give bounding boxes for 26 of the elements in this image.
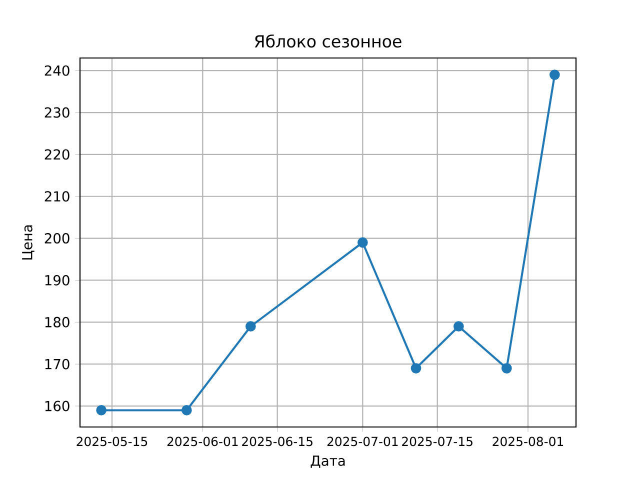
point — [96, 405, 107, 416]
y-tick-label: 200 — [44, 233, 70, 244]
y-tick-label: 230 — [44, 107, 70, 118]
point — [181, 405, 192, 416]
chart-title: Яблоко сезонное — [254, 34, 402, 48]
y-tick-label: 220 — [44, 149, 70, 160]
point — [357, 237, 368, 248]
x-tick-label: 2025-07-01 — [327, 436, 398, 446]
y-tick-label: 210 — [44, 191, 70, 202]
point — [245, 321, 256, 332]
x-axis-title: Дата — [310, 456, 345, 468]
point — [453, 321, 464, 332]
x-tick-label: 2025-07-15 — [402, 436, 472, 446]
y-axis-title: Цена — [22, 225, 34, 260]
point — [549, 70, 560, 80]
x-tick-label: 2025-05-15 — [76, 436, 148, 446]
y-tick-label: 240 — [44, 65, 70, 76]
point — [410, 363, 422, 374]
x-tick-label: 2025-06-01 — [167, 436, 238, 446]
y-tick-label: 180 — [45, 316, 70, 328]
y-tick-label: 190 — [45, 274, 70, 286]
y-tick-label: 170 — [45, 358, 70, 370]
x-tick-label: 2025-06-15 — [242, 436, 312, 446]
y-tick-label: 160 — [45, 400, 70, 412]
point — [501, 363, 512, 374]
x-tick-label: 2025-08-01 — [492, 436, 564, 446]
